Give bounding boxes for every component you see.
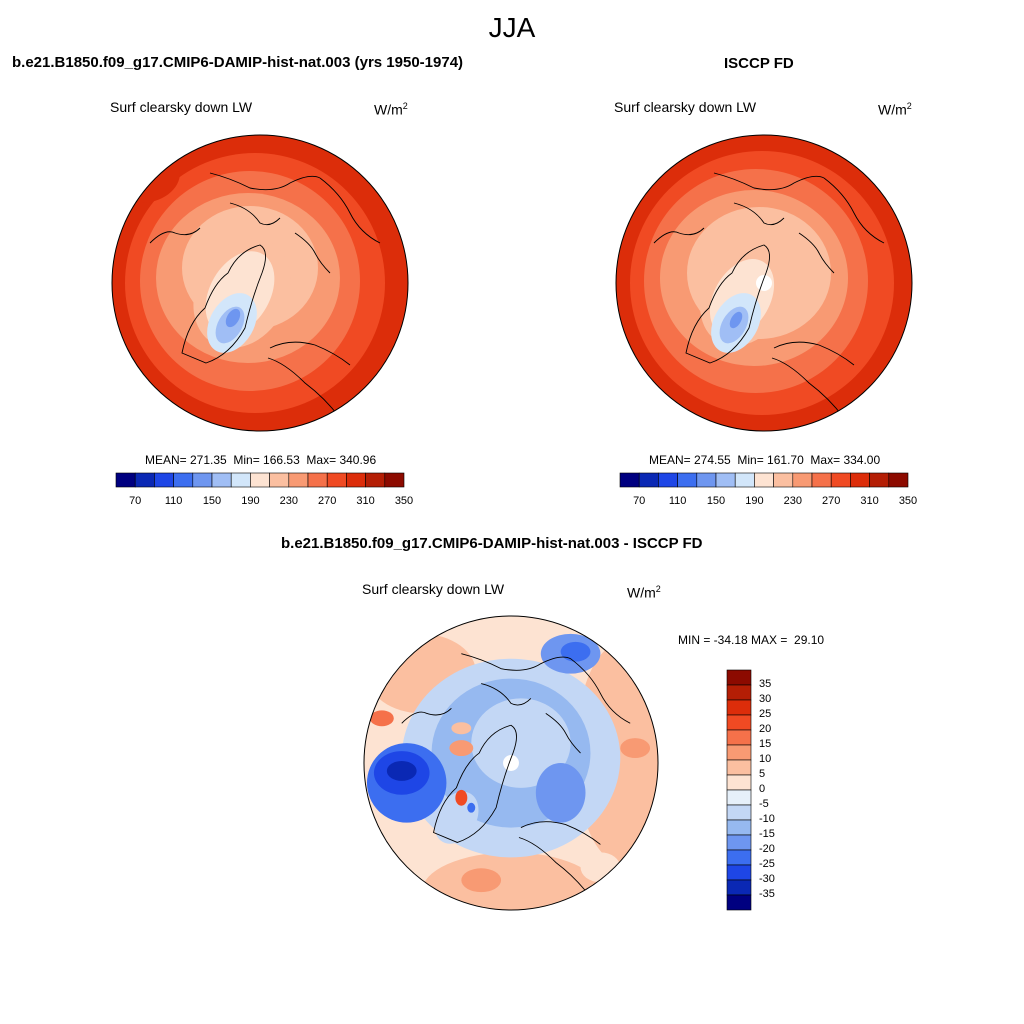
colorbar-swatch xyxy=(288,472,309,488)
colorbar-swatch xyxy=(115,472,136,488)
panel-2-colorbar xyxy=(619,472,909,488)
colorbar-tick-label: -5 xyxy=(759,798,769,810)
colorbar-swatch xyxy=(211,472,232,488)
colorbar-swatch xyxy=(726,729,752,746)
colorbar-swatch xyxy=(230,472,251,488)
colorbar-swatch xyxy=(726,834,752,851)
colorbar-tick-label: -35 xyxy=(759,888,775,900)
panel-3-variable-label: Surf clearsky down LW xyxy=(362,581,505,597)
colorbar-tick-label: -25 xyxy=(759,858,775,870)
colorbar-swatch xyxy=(365,472,386,488)
colorbar-tick-label: 150 xyxy=(706,495,726,507)
colorbar-tick-label: 15 xyxy=(759,738,772,750)
colorbar-swatch xyxy=(734,472,755,488)
colorbar-swatch xyxy=(726,774,752,791)
colorbar-tick-label: 230 xyxy=(279,495,298,507)
colorbar-tick-label: -20 xyxy=(759,843,775,855)
colorbar-swatch xyxy=(792,472,813,488)
colorbar-swatch xyxy=(726,789,752,806)
colorbar-tick-label: 70 xyxy=(633,495,646,507)
colorbar-swatch xyxy=(726,744,752,761)
panel-3-polar-map xyxy=(363,615,659,911)
colorbar-swatch xyxy=(726,849,752,866)
colorbar-swatch xyxy=(154,472,174,488)
colorbar-swatch xyxy=(677,472,698,488)
colorbar-swatch xyxy=(888,472,909,488)
colorbar-swatch xyxy=(619,472,640,488)
colorbar-swatch xyxy=(726,714,752,731)
colorbar-swatch xyxy=(726,819,752,836)
colorbar-swatch xyxy=(307,472,328,488)
figure-title: JJA xyxy=(488,12,536,43)
colorbar-swatch xyxy=(638,472,659,488)
colorbar-swatch xyxy=(726,669,752,686)
colorbar-tick-label: -10 xyxy=(759,813,775,825)
colorbar-swatch xyxy=(850,472,870,488)
colorbar-swatch xyxy=(726,894,752,911)
panel-2-title: ISCCP FD xyxy=(724,55,794,72)
colorbar-tick-label: 350 xyxy=(898,495,918,507)
panel-2-variable-label: Surf clearsky down LW xyxy=(614,99,757,115)
colorbar-swatch xyxy=(384,472,405,488)
colorbar-tick-label: 310 xyxy=(356,495,375,507)
panel-2-stats: MEAN= 274.55 Min= 161.70 Max= 334.00 xyxy=(649,453,881,467)
panel-3-units: W/m2 xyxy=(627,584,661,601)
colorbar-swatch xyxy=(726,684,752,701)
colorbar-tick-label: 5 xyxy=(759,768,766,780)
panel-3-title: b.e21.B1850.f09_g17.CMIP6-DAMIP-hist-nat… xyxy=(281,535,703,552)
colorbar-swatch xyxy=(658,472,678,488)
colorbar-swatch xyxy=(269,472,290,488)
colorbar-tick-label: 25 xyxy=(759,708,772,720)
colorbar-swatch xyxy=(830,472,851,488)
colorbar-tick-label: 270 xyxy=(822,495,841,507)
colorbar-swatch xyxy=(250,472,270,488)
colorbar-tick-label: 270 xyxy=(318,495,337,507)
colorbar-tick-label: 35 xyxy=(759,678,772,690)
colorbar-tick-label: -30 xyxy=(759,873,775,885)
colorbar-swatch xyxy=(696,472,717,488)
colorbar-swatch xyxy=(326,472,347,488)
colorbar-tick-label: 150 xyxy=(202,495,222,507)
colorbar-tick-label: -15 xyxy=(759,828,775,840)
colorbar-tick-label: 0 xyxy=(759,783,766,795)
panel-3-colorbar xyxy=(726,669,752,911)
colorbar-swatch xyxy=(192,472,213,488)
panel-1-variable-label: Surf clearsky down LW xyxy=(110,99,253,115)
colorbar-swatch xyxy=(173,472,194,488)
colorbar-tick-label: 20 xyxy=(759,723,772,735)
panel-2-polar-map xyxy=(615,134,913,432)
panel-1-polar-map xyxy=(111,134,409,432)
colorbar-swatch xyxy=(726,759,752,776)
colorbar-swatch xyxy=(754,472,774,488)
colorbar-tick-label: 110 xyxy=(164,495,183,507)
colorbar-tick-label: 190 xyxy=(241,495,260,507)
colorbar-tick-label: 70 xyxy=(129,495,142,507)
colorbar-tick-label: 190 xyxy=(745,495,764,507)
colorbar-tick-label: 310 xyxy=(860,495,879,507)
panel-1-colorbar xyxy=(115,472,405,488)
colorbar-swatch xyxy=(346,472,366,488)
colorbar-swatch xyxy=(715,472,736,488)
colorbar-tick-label: 350 xyxy=(394,495,414,507)
panel-2-units: W/m2 xyxy=(878,101,912,118)
panel-1-units: W/m2 xyxy=(374,101,408,118)
colorbar-tick-label: 10 xyxy=(759,753,772,765)
panel-1-title: b.e21.B1850.f09_g17.CMIP6-DAMIP-hist-nat… xyxy=(12,54,464,71)
colorbar-tick-label: 110 xyxy=(668,495,687,507)
colorbar-swatch xyxy=(726,699,752,716)
colorbar-swatch xyxy=(773,472,794,488)
colorbar-swatch xyxy=(726,864,752,881)
panel-1-stats: MEAN= 271.35 Min= 166.53 Max= 340.96 xyxy=(145,453,377,467)
panel-3-stats: MIN = -34.18 MAX = 29.10 xyxy=(678,633,825,647)
colorbar-swatch xyxy=(726,879,752,896)
colorbar-swatch xyxy=(811,472,832,488)
colorbar-swatch xyxy=(869,472,890,488)
colorbar-tick-label: 30 xyxy=(759,693,772,705)
colorbar-tick-label: 230 xyxy=(783,495,802,507)
colorbar-swatch xyxy=(134,472,155,488)
colorbar-swatch xyxy=(726,804,752,821)
